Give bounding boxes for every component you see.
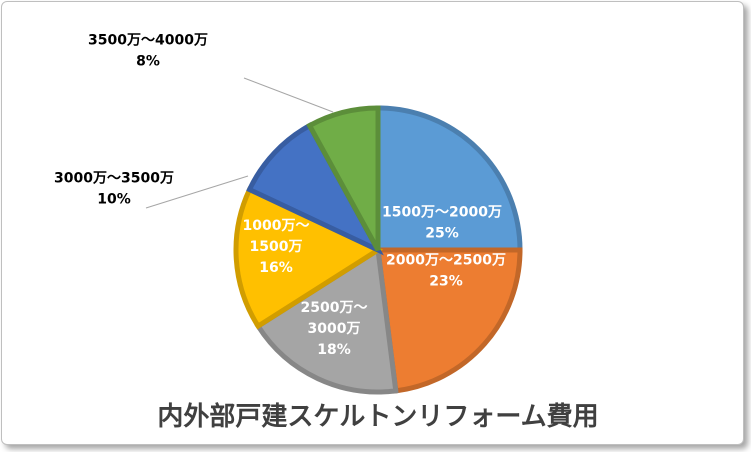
slice-label-line: 3000万～3500万 [54, 171, 174, 187]
leader-line [145, 175, 249, 209]
slice-label: 1000万～ 1500万 16% [243, 218, 310, 276]
pie-slice [306, 105, 381, 252]
pie-slice [254, 245, 399, 395]
leader-lines [145, 77, 334, 209]
pie-slice [375, 105, 523, 253]
slice-label: 2500万～ 3000万 18% [301, 300, 368, 358]
slice-label-line: 3500万～4000万 [88, 33, 208, 49]
slice-label-line: 1500万～2000万 [382, 205, 502, 221]
slice-label-line: 2000万～2500万 [386, 253, 506, 269]
pie-slice [375, 247, 523, 394]
chart-title: 内外部戸建スケルトンリフォーム費用 [157, 402, 598, 432]
slice-labels: 1500万～2000万 25% 2000万～2500万 23% 2500万～ 3000万 1… [54, 33, 506, 359]
leader-line [243, 77, 334, 113]
slice-label-line: 16% [259, 260, 293, 276]
slice-label-line: 1000万～ [243, 218, 310, 234]
slice-label-line: 10% [97, 192, 131, 208]
slice-label: 1500万～2000万 25% [382, 205, 502, 242]
pie-slice [233, 186, 384, 330]
slice-label-line: 3000万 [308, 321, 361, 337]
slice-label-line: 18% [317, 342, 351, 358]
pie-slices [233, 105, 523, 395]
slice-label: 2000万～2500万 23% [386, 253, 506, 290]
slice-label-line: 25% [425, 226, 459, 242]
slice-label-line: 8% [136, 54, 160, 70]
slice-label-line: 2500万～ [301, 300, 368, 316]
slice-label-line: 1500万 [250, 239, 303, 255]
slice-label-line: 23% [429, 274, 463, 290]
slice-label: 3500万～4000万 8% [88, 33, 208, 70]
slice-label: 3000万～3500万 10% [54, 171, 174, 208]
